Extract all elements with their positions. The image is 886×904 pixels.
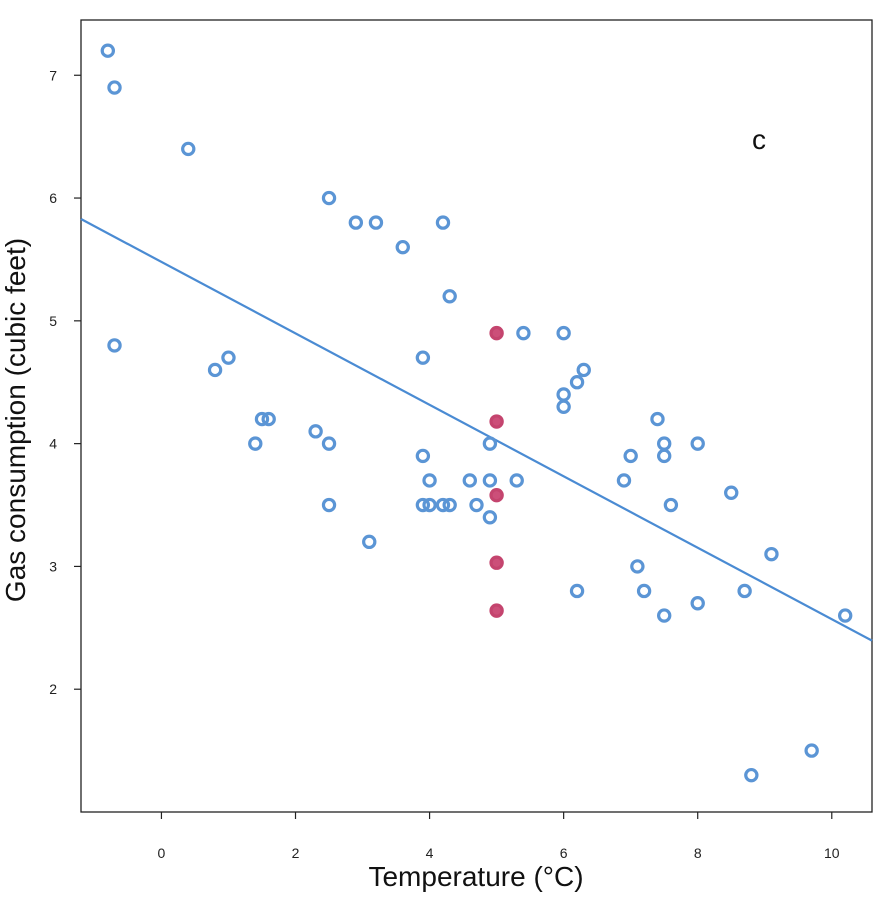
data-point: [804, 743, 819, 758]
points-layer: [80, 43, 873, 783]
data-point: [837, 608, 853, 623]
data-point: [764, 546, 779, 562]
data-point: [656, 448, 672, 464]
data-point: [576, 362, 591, 378]
data-point: [569, 375, 585, 390]
data-point: [254, 411, 270, 427]
data-point: [509, 473, 524, 488]
data-point: [636, 583, 652, 599]
data-point: [462, 473, 477, 488]
data-point: [516, 325, 531, 341]
data-point: [435, 215, 451, 230]
data-point: [321, 497, 337, 513]
x-tick-label: 2: [292, 845, 300, 861]
data-point: [556, 399, 571, 414]
data-point: [744, 767, 759, 783]
data-point: [395, 239, 410, 255]
data-point: [556, 325, 571, 341]
panel-label: c: [752, 124, 766, 155]
data-point: [724, 485, 739, 500]
highlight-point: [489, 603, 504, 618]
data-point: [616, 473, 632, 488]
data-point: [107, 80, 122, 95]
data-point: [663, 497, 679, 513]
data-point: [569, 583, 585, 599]
data-point: [415, 497, 431, 513]
x-tick-label: 6: [560, 845, 568, 861]
plot-frame: [80, 19, 873, 813]
data-point: [321, 436, 337, 451]
data-point: [221, 350, 236, 365]
data-point: [308, 424, 323, 439]
data-point: [656, 608, 672, 623]
x-tick-label: 0: [158, 845, 166, 861]
data-point: [100, 43, 116, 58]
y-tick-label: 2: [49, 681, 57, 697]
data-point: [623, 448, 638, 464]
data-point: [415, 448, 431, 464]
data-point: [482, 510, 498, 525]
data-point: [442, 289, 457, 304]
y-tick-label: 7: [49, 67, 57, 83]
y-tick-label: 3: [49, 558, 57, 574]
data-point: [650, 411, 665, 427]
y-axis-title: Gas consumption (cubic feet): [0, 238, 31, 602]
data-point: [656, 436, 672, 451]
y-tick-label: 5: [49, 313, 57, 329]
data-point: [368, 215, 384, 230]
highlight-point: [489, 555, 504, 570]
data-point: [630, 559, 645, 574]
data-point: [261, 411, 276, 427]
data-point: [435, 497, 451, 513]
highlight-point: [489, 414, 504, 429]
y-tick-label: 4: [49, 436, 57, 452]
x-tick-label: 8: [694, 845, 702, 861]
data-point: [207, 362, 223, 378]
x-axis-title: Temperature (°C): [368, 861, 583, 892]
data-point: [422, 473, 437, 488]
data-point: [690, 596, 705, 611]
highlight-point: [489, 325, 504, 341]
x-tick-label: 10: [824, 845, 840, 861]
data-point: [556, 387, 571, 402]
data-point: [248, 436, 263, 451]
data-point: [107, 338, 122, 353]
data-point: [181, 141, 196, 157]
data-point: [690, 436, 705, 451]
highlight-point: [489, 488, 504, 503]
x-tick-label: 4: [426, 845, 434, 861]
data-point: [482, 436, 498, 451]
data-point: [737, 583, 752, 599]
data-point: [362, 534, 377, 550]
data-point: [321, 190, 337, 206]
data-point: [415, 350, 431, 365]
data-point: [482, 473, 498, 488]
data-point: [469, 497, 484, 513]
data-point: [422, 497, 437, 513]
regression-line: [80, 218, 873, 642]
data-point: [442, 497, 457, 513]
data-point: [348, 215, 364, 230]
ticks-layer: 0 2 4 6 8 10 2 3 4 5 6 7: [49, 67, 840, 861]
y-tick-label: 6: [49, 190, 57, 206]
